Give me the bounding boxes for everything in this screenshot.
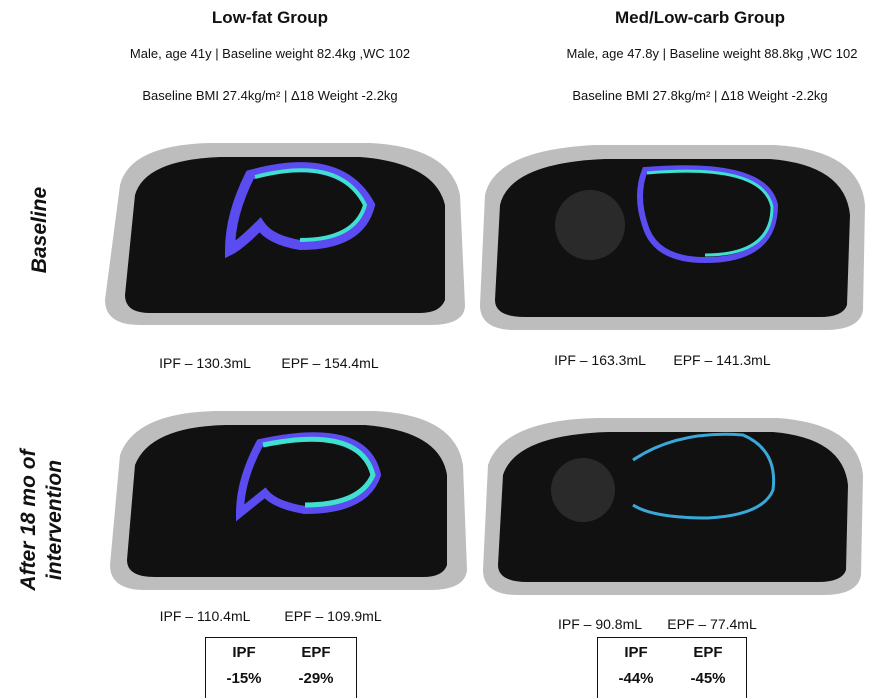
table-value: -45%: [690, 670, 725, 687]
page: {"row_labels": ["Baseline", "After 18 mo…: [0, 0, 871, 690]
epf-measure: EPF – 141.3mL: [673, 352, 770, 368]
patient-info: Male, age 47.8y | Baseline weight 88.8kg…: [567, 46, 858, 61]
column-title: Med/Low-carb Group: [615, 8, 785, 28]
table-value: -29%: [298, 670, 333, 687]
ipf-measure: IPF – 163.3mL: [554, 352, 646, 368]
table-value: -44%: [618, 670, 653, 687]
table-header: IPF: [624, 644, 647, 661]
bmi-info: Baseline BMI 27.8kg/m² | Δ18 Weight -2.2…: [572, 88, 827, 103]
row-label: Baseline: [27, 187, 53, 273]
mri-scan: [475, 135, 870, 335]
ipf-measure: IPF – 90.8mL: [558, 616, 642, 632]
column-title: Low-fat Group: [212, 8, 328, 28]
ipf-measure: IPF – 130.3mL: [159, 355, 251, 371]
patient-info: Male, age 41y | Baseline weight 82.4kg ,…: [130, 46, 410, 61]
table-header: IPF: [232, 644, 255, 661]
table-value: -15%: [226, 670, 261, 687]
mri-scan: [478, 410, 868, 600]
bmi-info: Baseline BMI 27.4kg/m² | Δ18 Weight -2.2…: [142, 88, 397, 103]
mri-scan: [105, 405, 470, 595]
change-table: IPF EPF -44% -45%: [597, 637, 747, 698]
epf-measure: EPF – 77.4mL: [667, 616, 757, 632]
mri-scan: [100, 135, 470, 330]
table-header: EPF: [693, 644, 722, 661]
row-label-line: After 18 mo of: [16, 449, 42, 590]
table-header: EPF: [301, 644, 330, 661]
ipf-measure: IPF – 110.4mL: [160, 608, 251, 624]
epf-measure: EPF – 154.4mL: [281, 355, 378, 371]
change-table: IPF EPF -15% -29%: [205, 637, 357, 698]
epf-measure: EPF – 109.9mL: [284, 608, 381, 624]
row-label-line: intervention: [42, 449, 68, 590]
